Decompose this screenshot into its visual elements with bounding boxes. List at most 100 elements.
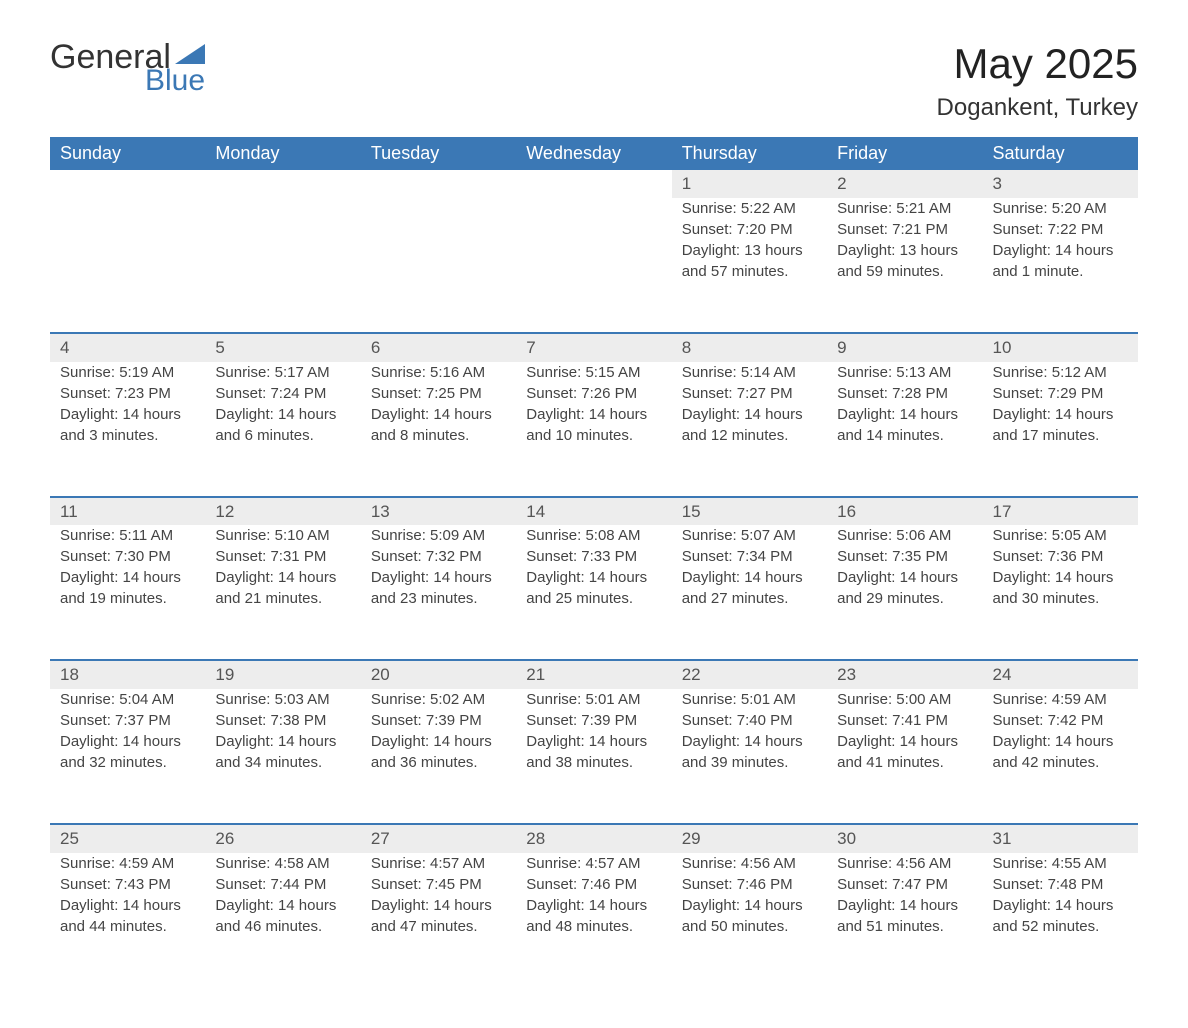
day-cell: Sunrise: 5:00 AMSunset: 7:41 PMDaylight:…: [827, 689, 982, 824]
daylight-text: Daylight: 14 hours and 48 minutes.: [526, 895, 661, 937]
day-number-cell: 6: [361, 333, 516, 362]
sunset-text: Sunset: 7:38 PM: [215, 710, 350, 731]
sunset-text: Sunset: 7:37 PM: [60, 710, 195, 731]
sunrise-text: Sunrise: 5:04 AM: [60, 689, 195, 710]
sunset-text: Sunset: 7:31 PM: [215, 546, 350, 567]
day-number-cell: 21: [516, 660, 671, 689]
day-content-row: Sunrise: 4:59 AMSunset: 7:43 PMDaylight:…: [50, 853, 1138, 988]
sunset-text: Sunset: 7:27 PM: [682, 383, 817, 404]
day-content-row: Sunrise: 5:11 AMSunset: 7:30 PMDaylight:…: [50, 525, 1138, 660]
sunrise-text: Sunrise: 4:56 AM: [682, 853, 817, 874]
day-cell: Sunrise: 5:08 AMSunset: 7:33 PMDaylight:…: [516, 525, 671, 660]
daylight-text: Daylight: 14 hours and 32 minutes.: [60, 731, 195, 773]
day-content-row: Sunrise: 5:04 AMSunset: 7:37 PMDaylight:…: [50, 689, 1138, 824]
day-cell: Sunrise: 5:15 AMSunset: 7:26 PMDaylight:…: [516, 362, 671, 497]
day-cell: Sunrise: 5:09 AMSunset: 7:32 PMDaylight:…: [361, 525, 516, 660]
day-number-cell: 25: [50, 824, 205, 853]
title-block: May 2025 Dogankent, Turkey: [937, 40, 1138, 122]
day-cell: Sunrise: 4:56 AMSunset: 7:47 PMDaylight:…: [827, 853, 982, 988]
day-cell: Sunrise: 5:01 AMSunset: 7:40 PMDaylight:…: [672, 689, 827, 824]
sunrise-text: Sunrise: 5:22 AM: [682, 198, 817, 219]
daylight-text: Daylight: 14 hours and 19 minutes.: [60, 567, 195, 609]
sunrise-text: Sunrise: 5:15 AM: [526, 362, 661, 383]
sunrise-text: Sunrise: 5:14 AM: [682, 362, 817, 383]
sunset-text: Sunset: 7:23 PM: [60, 383, 195, 404]
sunrise-text: Sunrise: 4:57 AM: [526, 853, 661, 874]
sunrise-text: Sunrise: 5:06 AM: [837, 525, 972, 546]
day-number-cell: 4: [50, 333, 205, 362]
daylight-text: Daylight: 14 hours and 51 minutes.: [837, 895, 972, 937]
sunrise-text: Sunrise: 5:13 AM: [837, 362, 972, 383]
daylight-text: Daylight: 14 hours and 6 minutes.: [215, 404, 350, 446]
sunrise-text: Sunrise: 5:01 AM: [526, 689, 661, 710]
sunrise-text: Sunrise: 5:20 AM: [993, 198, 1128, 219]
sunrise-text: Sunrise: 5:05 AM: [993, 525, 1128, 546]
logo-text-blue: Blue: [145, 66, 205, 96]
sunset-text: Sunset: 7:21 PM: [837, 219, 972, 240]
sunset-text: Sunset: 7:32 PM: [371, 546, 506, 567]
sunrise-text: Sunrise: 5:16 AM: [371, 362, 506, 383]
calendar-table: Sunday Monday Tuesday Wednesday Thursday…: [50, 137, 1138, 988]
daylight-text: Daylight: 14 hours and 23 minutes.: [371, 567, 506, 609]
day-cell: Sunrise: 5:10 AMSunset: 7:31 PMDaylight:…: [205, 525, 360, 660]
daylight-text: Daylight: 14 hours and 8 minutes.: [371, 404, 506, 446]
day-number-cell: 10: [983, 333, 1138, 362]
daylight-text: Daylight: 14 hours and 41 minutes.: [837, 731, 972, 773]
sunset-text: Sunset: 7:47 PM: [837, 874, 972, 895]
day-cell: Sunrise: 5:04 AMSunset: 7:37 PMDaylight:…: [50, 689, 205, 824]
day-number-cell: 5: [205, 333, 360, 362]
daylight-text: Daylight: 14 hours and 52 minutes.: [993, 895, 1128, 937]
sunset-text: Sunset: 7:46 PM: [682, 874, 817, 895]
day-cell: Sunrise: 5:12 AMSunset: 7:29 PMDaylight:…: [983, 362, 1138, 497]
sunset-text: Sunset: 7:28 PM: [837, 383, 972, 404]
day-cell: Sunrise: 4:59 AMSunset: 7:42 PMDaylight:…: [983, 689, 1138, 824]
day-content-row: Sunrise: 5:19 AMSunset: 7:23 PMDaylight:…: [50, 362, 1138, 497]
sunrise-text: Sunrise: 5:01 AM: [682, 689, 817, 710]
day-number-cell: 7: [516, 333, 671, 362]
day-number-row: 18192021222324: [50, 660, 1138, 689]
sunset-text: Sunset: 7:44 PM: [215, 874, 350, 895]
day-number-cell: 2: [827, 170, 982, 198]
day-cell: [50, 198, 205, 333]
day-cell: Sunrise: 4:57 AMSunset: 7:45 PMDaylight:…: [361, 853, 516, 988]
sunset-text: Sunset: 7:30 PM: [60, 546, 195, 567]
weekday-header: Saturday: [983, 137, 1138, 170]
daylight-text: Daylight: 14 hours and 34 minutes.: [215, 731, 350, 773]
calendar-body: 123Sunrise: 5:22 AMSunset: 7:20 PMDaylig…: [50, 170, 1138, 988]
day-number-cell: 14: [516, 497, 671, 526]
sunset-text: Sunset: 7:39 PM: [526, 710, 661, 731]
day-cell: Sunrise: 4:59 AMSunset: 7:43 PMDaylight:…: [50, 853, 205, 988]
sunset-text: Sunset: 7:45 PM: [371, 874, 506, 895]
sunrise-text: Sunrise: 5:00 AM: [837, 689, 972, 710]
day-cell: Sunrise: 5:07 AMSunset: 7:34 PMDaylight:…: [672, 525, 827, 660]
day-cell: Sunrise: 4:55 AMSunset: 7:48 PMDaylight:…: [983, 853, 1138, 988]
calendar-page: General Blue May 2025 Dogankent, Turkey …: [0, 0, 1188, 1028]
sunset-text: Sunset: 7:35 PM: [837, 546, 972, 567]
daylight-text: Daylight: 14 hours and 29 minutes.: [837, 567, 972, 609]
day-cell: Sunrise: 4:58 AMSunset: 7:44 PMDaylight:…: [205, 853, 360, 988]
day-number-cell: 20: [361, 660, 516, 689]
day-cell: Sunrise: 5:03 AMSunset: 7:38 PMDaylight:…: [205, 689, 360, 824]
sunset-text: Sunset: 7:20 PM: [682, 219, 817, 240]
day-number-cell: 22: [672, 660, 827, 689]
daylight-text: Daylight: 14 hours and 47 minutes.: [371, 895, 506, 937]
sunrise-text: Sunrise: 4:58 AM: [215, 853, 350, 874]
sunrise-text: Sunrise: 5:07 AM: [682, 525, 817, 546]
month-title: May 2025: [937, 40, 1138, 88]
day-cell: Sunrise: 5:17 AMSunset: 7:24 PMDaylight:…: [205, 362, 360, 497]
day-cell: Sunrise: 5:22 AMSunset: 7:20 PMDaylight:…: [672, 198, 827, 333]
sunrise-text: Sunrise: 5:12 AM: [993, 362, 1128, 383]
day-cell: Sunrise: 5:01 AMSunset: 7:39 PMDaylight:…: [516, 689, 671, 824]
day-number-cell: 29: [672, 824, 827, 853]
day-cell: Sunrise: 5:16 AMSunset: 7:25 PMDaylight:…: [361, 362, 516, 497]
header: General Blue May 2025 Dogankent, Turkey: [50, 40, 1138, 122]
day-number-cell: 1: [672, 170, 827, 198]
weekday-header: Tuesday: [361, 137, 516, 170]
day-number-cell: 19: [205, 660, 360, 689]
daylight-text: Daylight: 14 hours and 42 minutes.: [993, 731, 1128, 773]
sunset-text: Sunset: 7:33 PM: [526, 546, 661, 567]
sunset-text: Sunset: 7:22 PM: [993, 219, 1128, 240]
sunset-text: Sunset: 7:46 PM: [526, 874, 661, 895]
day-number-cell: 27: [361, 824, 516, 853]
day-cell: [205, 198, 360, 333]
